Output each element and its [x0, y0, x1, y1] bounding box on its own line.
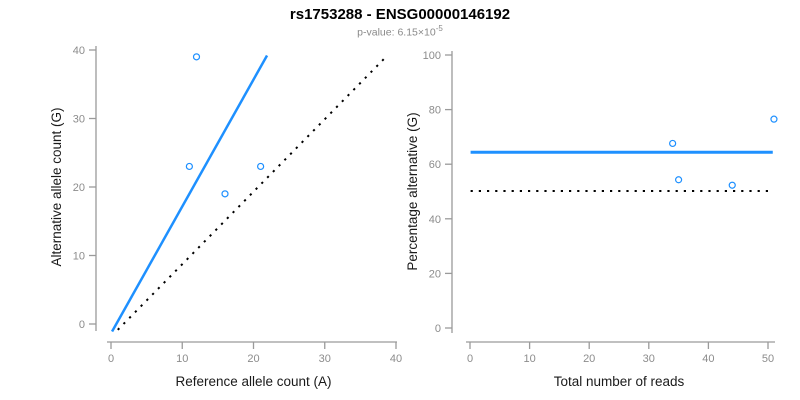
x-tick-label: 40: [702, 353, 714, 365]
data-point: [770, 115, 778, 123]
x-tick-label: 10: [176, 353, 188, 365]
y-axis-title: Percentage alternative (G): [405, 112, 420, 270]
x-tick-label: 50: [762, 353, 774, 365]
y-tick-label: 80: [429, 105, 441, 117]
y-tick-label: 0: [79, 319, 85, 331]
x-tick-label: 0: [467, 353, 473, 365]
x-tick-label: 20: [583, 353, 595, 365]
x-axis-title: Total number of reads: [554, 374, 685, 389]
figure-subtitle: p-value: 6.15×10-5: [0, 24, 800, 39]
y-axis-title: Alternative allele count (G): [49, 107, 64, 266]
identity-line: [117, 56, 387, 331]
data-point: [221, 190, 229, 198]
data-point: [257, 162, 265, 171]
y-tick-label: 100: [423, 50, 441, 62]
pvalue-text: p-value: 6.15×10: [357, 26, 436, 39]
y-tick-label: 40: [73, 45, 85, 57]
left-scatter-plot: 0 10 20 30 40 0 10 20 30 40 Reference allele count…: [49, 45, 402, 389]
y-tick-label: 40: [429, 214, 441, 226]
x-tick-label: 10: [523, 353, 535, 365]
x-tick-label: 40: [390, 353, 402, 365]
pvalue-exponent: -5: [435, 24, 443, 33]
y-tick-label: 20: [429, 268, 441, 280]
x-axis-title: Reference allele count (A): [175, 374, 331, 389]
fit-line: [110, 54, 269, 333]
y-tick-label: 30: [73, 114, 85, 126]
y-tick-label: 20: [73, 182, 85, 194]
data-point: [192, 53, 201, 61]
x-tick-label: 20: [247, 353, 259, 365]
y-tick-label: 0: [435, 323, 441, 335]
x-tick-label: 0: [108, 353, 114, 365]
right-scatter-plot: 0 10 20 30 40 50 0 20 40 60 80 100 Total number of r…: [405, 50, 778, 389]
x-tick-label: 30: [643, 353, 655, 365]
data-point: [185, 162, 193, 171]
x-tick-label: 30: [319, 353, 331, 365]
y-tick-label: 10: [73, 251, 85, 263]
figure-title: rs1753288 - ENSG00000146192: [289, 6, 511, 23]
data-point: [669, 139, 677, 148]
data-point: [675, 176, 683, 184]
data-point: [728, 181, 736, 189]
y-tick-label: 60: [429, 159, 441, 171]
